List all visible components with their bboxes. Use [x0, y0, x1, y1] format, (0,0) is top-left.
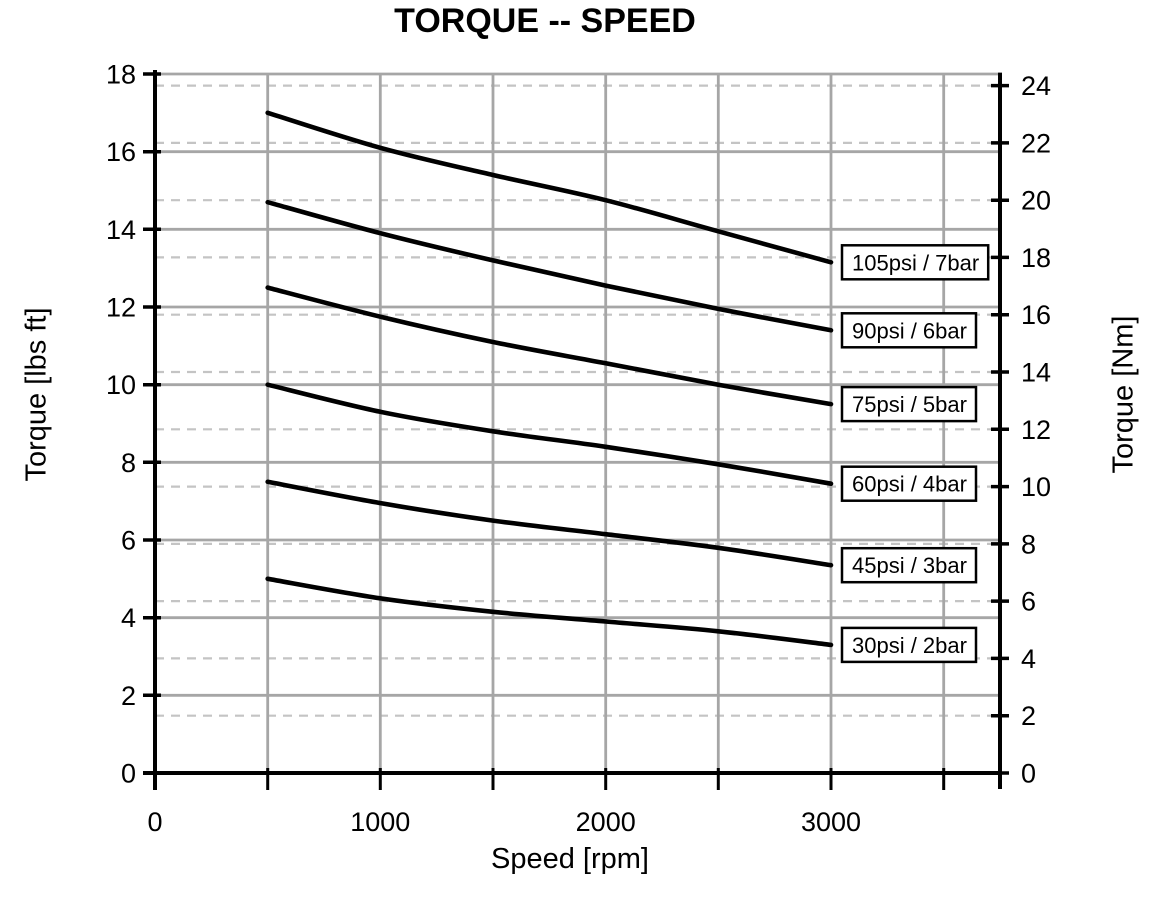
y-left-tick-label-0: 0 — [121, 759, 136, 789]
y-right-tick-label-22: 22 — [1021, 128, 1051, 158]
series-label-text-105psi-7bar: 105psi / 7bar — [852, 250, 979, 275]
y-right-tick-label-18: 18 — [1021, 243, 1051, 273]
series-label-text-30psi-2bar: 30psi / 2bar — [852, 633, 967, 658]
series-curve-30psi-2bar — [265, 576, 834, 648]
series-label-box-90psi-6bar — [840, 312, 978, 349]
y-left-tick-label-2: 2 — [121, 681, 136, 711]
series-curve-75psi-5bar — [265, 285, 834, 407]
y-right-tick-label-10: 10 — [1021, 472, 1051, 502]
x-tick-label-2000: 2000 — [576, 807, 636, 837]
x-tick-label-1000: 1000 — [350, 807, 410, 837]
series-curve-90psi-6bar — [265, 199, 834, 333]
y-right-tick-label-2: 2 — [1021, 701, 1036, 731]
series-curve-105psi-7bar — [265, 110, 834, 265]
y-right-tick-label-20: 20 — [1021, 186, 1051, 216]
y-right-tick-label-6: 6 — [1021, 587, 1036, 617]
y-right-tick-label-14: 14 — [1021, 358, 1051, 388]
series-label-text-60psi-4bar: 60psi / 4bar — [852, 472, 967, 497]
y-left-tick-label-16: 16 — [106, 137, 136, 167]
y-right-tick-label-24: 24 — [1021, 71, 1051, 101]
y-left-tick-label-10: 10 — [106, 370, 136, 400]
series-label-box-105psi-7bar — [840, 244, 990, 281]
series-curve-60psi-4bar — [265, 382, 834, 486]
y-left-tick-label-18: 18 — [106, 60, 136, 90]
y-right-tick-label-12: 12 — [1021, 415, 1051, 445]
x-tick-label-0: 0 — [147, 807, 162, 837]
series-label-box-30psi-2bar — [840, 626, 978, 664]
y-left-tick-label-14: 14 — [106, 215, 136, 245]
y-left-tick-label-8: 8 — [121, 448, 136, 478]
y-left-tick-label-6: 6 — [121, 526, 136, 556]
series-label-box-75psi-5bar — [840, 385, 978, 423]
y-right-tick-label-4: 4 — [1021, 644, 1036, 674]
y-right-tick-label-8: 8 — [1021, 529, 1036, 559]
series-label-text-45psi-3bar: 45psi / 3bar — [852, 553, 967, 578]
series-label-text-75psi-5bar: 75psi / 5bar — [852, 392, 967, 417]
y-left-tick-label-4: 4 — [121, 603, 136, 633]
chart-title: TORQUE -- SPEED — [394, 2, 696, 40]
series-curve-45psi-3bar — [265, 479, 834, 568]
y-left-tick-label-12: 12 — [106, 293, 136, 323]
x-axis-title: Speed [rpm] — [491, 843, 649, 875]
x-tick-label-3000: 3000 — [801, 807, 861, 837]
series-label-text-90psi-6bar: 90psi / 6bar — [852, 318, 967, 343]
series-label-box-60psi-4bar — [840, 465, 978, 502]
y-right-tick-label-0: 0 — [1021, 759, 1036, 789]
series-label-box-45psi-3bar — [840, 546, 978, 584]
y-right-tick-label-16: 16 — [1021, 300, 1051, 330]
